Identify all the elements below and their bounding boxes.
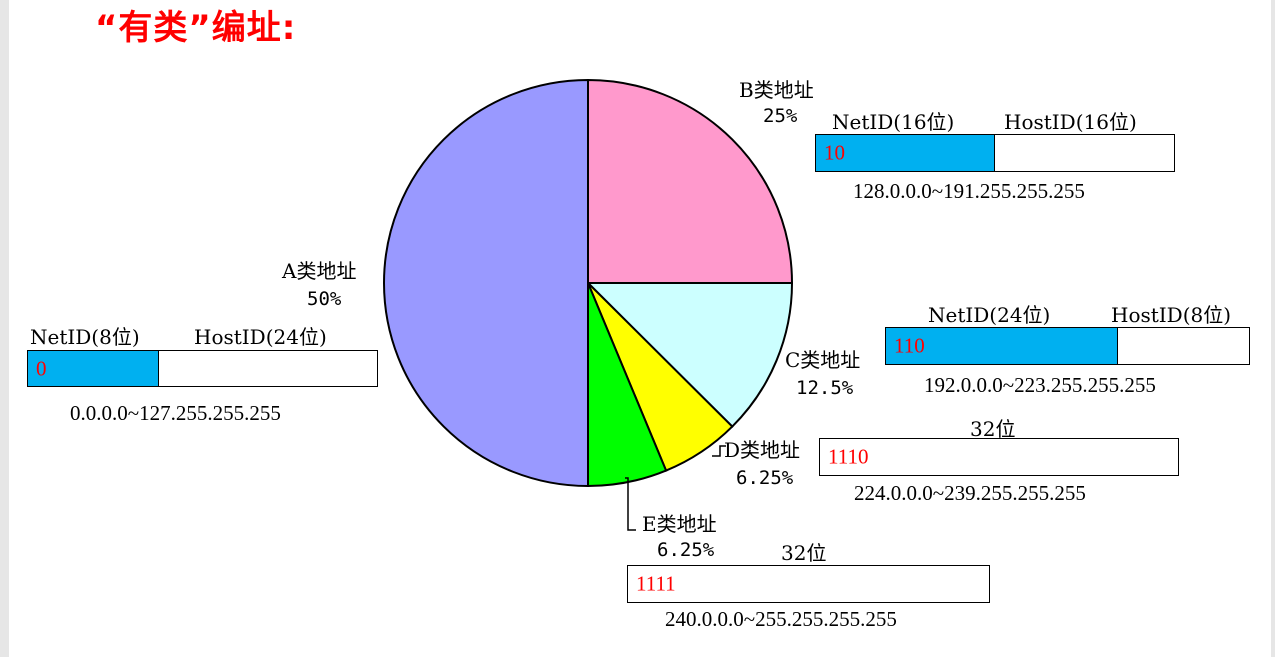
class-e-range: 240.0.0.0~255.255.255.255	[665, 607, 897, 631]
slice-label-a: A类地址	[282, 259, 357, 283]
class-d-prefix: 1110	[828, 444, 869, 469]
slice-percent-b: 25%	[763, 105, 798, 127]
class-d-range: 224.0.0.0~239.255.255.255	[854, 481, 1086, 505]
class-a-range: 0.0.0.0~127.255.255.255	[70, 401, 281, 425]
class-c-netid-label: NetID(24位)	[928, 303, 1051, 327]
class-e-bits-label: 32位	[781, 541, 827, 565]
slice-label-b: B类地址	[739, 78, 814, 102]
class-d-bits-label: 32位	[970, 417, 1016, 441]
slice-percent-a: 50%	[307, 288, 342, 310]
page-title: “有类”编址:	[95, 8, 297, 48]
slice-a	[383, 78, 589, 488]
slice-percent-e: 6.25%	[657, 539, 715, 561]
leader-line-e	[625, 477, 636, 531]
class-b-address-bar: 10	[815, 134, 1175, 172]
class-a-hostid-label: HostID(24位)	[194, 325, 327, 349]
class-c-netid-segment	[886, 328, 1119, 364]
slice-label-e: E类地址	[642, 512, 717, 536]
class-a-prefix: 0	[36, 356, 47, 380]
class-e-address-bar: 1111	[627, 565, 990, 603]
class-b-netid-segment	[816, 135, 995, 171]
class-a-address-bar: 0	[27, 350, 378, 387]
class-b-prefix: 10	[824, 140, 845, 165]
class-c-range: 192.0.0.0~223.255.255.255	[924, 373, 1156, 397]
slice-c	[585, 282, 794, 428]
class-d-address-bar: 1110	[819, 438, 1179, 476]
slice-label-d: D类地址	[724, 438, 801, 462]
right-frame-border	[1271, 0, 1275, 657]
class-b-netid-label: NetID(16位)	[832, 110, 955, 134]
class-b-hostid-label: HostID(16位)	[1004, 110, 1137, 134]
left-frame-border	[0, 0, 9, 657]
class-a-netid-segment	[28, 351, 159, 386]
class-b-range: 128.0.0.0~191.255.255.255	[853, 179, 1085, 203]
class-c-address-bar: 110	[885, 327, 1250, 365]
class-a-netid-label: NetID(8位)	[30, 325, 140, 349]
slice-percent-c: 12.5%	[796, 377, 854, 399]
slice-percent-d: 6.25%	[736, 467, 794, 489]
slice-label-c: C类地址	[785, 348, 861, 372]
class-c-hostid-label: HostID(8位)	[1111, 303, 1232, 327]
class-c-prefix: 110	[894, 333, 925, 358]
leader-line-d	[712, 445, 726, 457]
class-e-prefix: 1111	[636, 571, 676, 596]
slice-b	[587, 78, 794, 284]
